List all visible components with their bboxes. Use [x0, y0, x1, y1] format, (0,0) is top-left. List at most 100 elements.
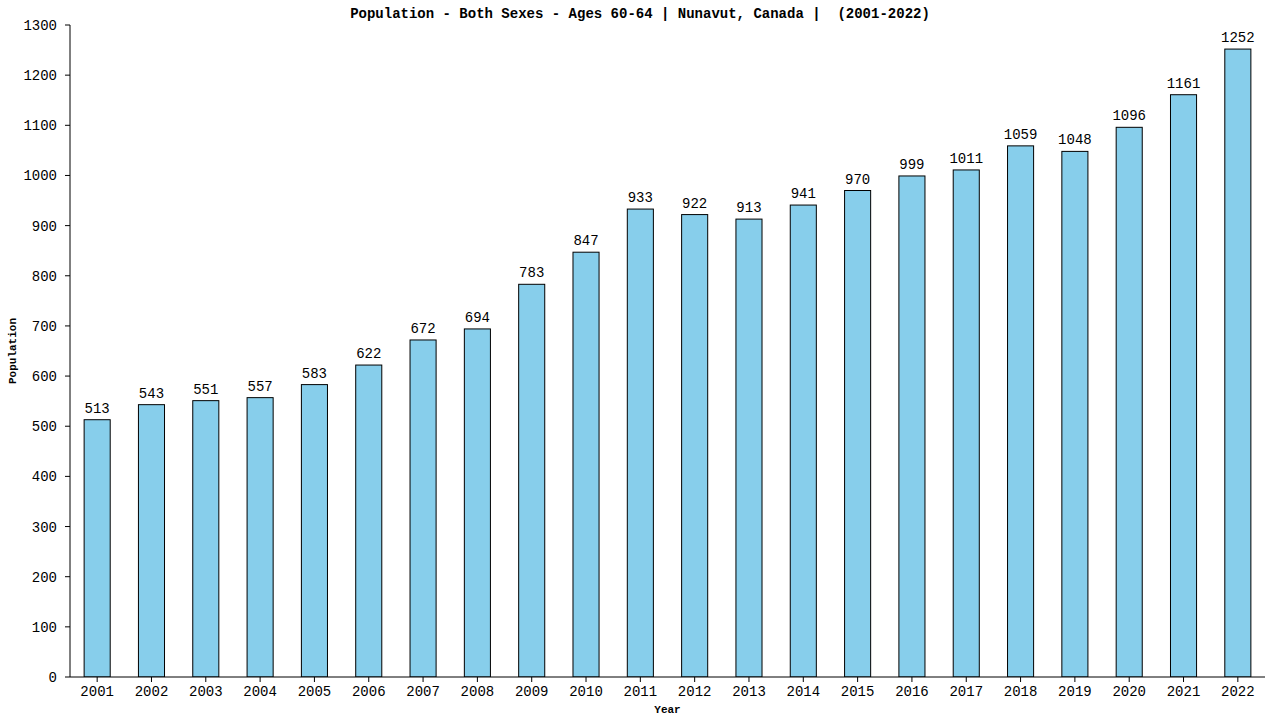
bar	[790, 205, 816, 677]
x-tick-label: 2004	[243, 684, 277, 700]
bar	[845, 191, 871, 677]
bar	[1170, 95, 1196, 677]
x-tick	[857, 677, 858, 682]
bar	[247, 398, 273, 677]
x-tick-label: 2008	[461, 684, 495, 700]
bars	[84, 49, 1251, 677]
y-axis-label: Population	[7, 318, 19, 384]
y-tick	[65, 125, 70, 126]
data-label: 970	[845, 172, 870, 188]
x-tick	[803, 677, 804, 682]
data-label: 622	[356, 346, 381, 362]
x-tick	[97, 677, 98, 682]
y-tick	[65, 626, 70, 627]
y-tick-label: 700	[32, 319, 57, 335]
y-tick-label: 1200	[23, 68, 57, 84]
y-tick	[65, 225, 70, 226]
x-tick	[423, 677, 424, 682]
x-tick	[1183, 677, 1184, 682]
bar	[464, 329, 490, 677]
data-label: 551	[193, 382, 218, 398]
y-tick	[65, 25, 70, 26]
bar	[627, 209, 653, 677]
x-tick	[531, 677, 532, 682]
x-tick-label: 2018	[1004, 684, 1038, 700]
data-label: 922	[682, 196, 707, 212]
data-label: 513	[85, 401, 110, 417]
data-label: 1252	[1221, 30, 1255, 46]
x-tick-label: 2006	[352, 684, 386, 700]
data-label: 1161	[1167, 76, 1201, 92]
x-tick	[260, 677, 261, 682]
y-tick-label: 900	[32, 219, 57, 235]
y-tick	[65, 75, 70, 76]
y-tick	[65, 325, 70, 326]
y-tick-label: 200	[32, 570, 57, 586]
data-label: 913	[736, 200, 761, 216]
x-tick-label: 2019	[1058, 684, 1092, 700]
x-axis-label: Year	[654, 704, 680, 716]
y-tick	[65, 175, 70, 176]
x-tick	[1020, 677, 1021, 682]
x-tick-label: 2012	[678, 684, 712, 700]
x-tick-label: 2016	[895, 684, 929, 700]
y-tick	[65, 426, 70, 427]
bar	[193, 401, 219, 677]
x-tick-label: 2015	[841, 684, 875, 700]
data-label: 933	[628, 190, 653, 206]
data-label: 557	[248, 379, 273, 395]
y-tick-label: 100	[32, 620, 57, 636]
bar	[899, 176, 925, 677]
bar	[356, 365, 382, 677]
x-tick	[1129, 677, 1130, 682]
x-tick	[694, 677, 695, 682]
y-tick	[65, 275, 70, 276]
x-tick	[640, 677, 641, 682]
x-tick-label: 2001	[80, 684, 114, 700]
y-tick-label: 300	[32, 520, 57, 536]
data-label: 783	[519, 265, 544, 281]
data-label: 847	[573, 233, 598, 249]
x-tick-label: 2009	[515, 684, 549, 700]
x-tick-label: 2022	[1221, 684, 1255, 700]
x-tick-label: 2011	[624, 684, 658, 700]
y-tick-label: 1300	[23, 18, 57, 34]
bar	[410, 340, 436, 677]
x-tick	[1237, 677, 1238, 682]
x-tick	[1074, 677, 1075, 682]
bar	[84, 420, 110, 677]
x-tick-label: 2002	[135, 684, 169, 700]
y-tick-label: 400	[32, 469, 57, 485]
x-tick	[966, 677, 967, 682]
bar	[736, 219, 762, 677]
bar	[519, 284, 545, 677]
x-tick-label: 2010	[569, 684, 603, 700]
y-tick-label: 800	[32, 269, 57, 285]
bar	[1062, 151, 1088, 677]
bar	[138, 405, 164, 677]
x-tick-label: 2014	[786, 684, 820, 700]
y-axis	[70, 25, 71, 677]
data-label: 941	[791, 186, 816, 202]
y-tick	[65, 576, 70, 577]
y-tick	[65, 677, 70, 678]
bar	[573, 252, 599, 677]
data-label: 672	[410, 321, 435, 337]
bar	[301, 385, 327, 677]
y-tick-label: 1000	[23, 168, 57, 184]
y-tick	[65, 476, 70, 477]
data-label: 1059	[1004, 127, 1038, 143]
x-tick	[748, 677, 749, 682]
data-label: 1011	[949, 151, 983, 167]
x-tick	[477, 677, 478, 682]
x-tick-label: 2007	[406, 684, 440, 700]
y-tick	[65, 526, 70, 527]
x-tick	[151, 677, 152, 682]
chart: Population - Both Sexes - Ages 60-64 | N…	[0, 0, 1280, 720]
x-tick-label: 2017	[949, 684, 983, 700]
y-tick-label: 500	[32, 419, 57, 435]
x-tick	[368, 677, 369, 682]
data-label: 1048	[1058, 132, 1092, 148]
data-label: 583	[302, 366, 327, 382]
x-tick	[314, 677, 315, 682]
